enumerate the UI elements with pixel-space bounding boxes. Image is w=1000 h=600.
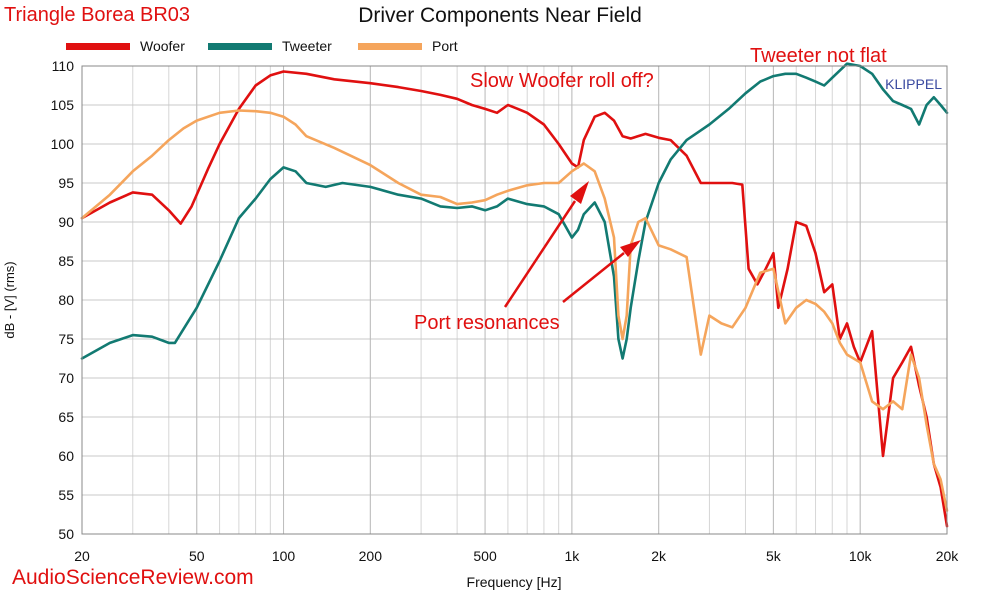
klippel-label: KLIPPEL xyxy=(885,76,942,92)
series-line-woofer xyxy=(80,70,949,528)
arrow-line xyxy=(562,252,625,303)
y-tick-label: 70 xyxy=(58,370,74,386)
x-tick-label: 200 xyxy=(359,548,383,564)
x-tick-label: 50 xyxy=(189,548,205,564)
x-tick-label: 10k xyxy=(849,548,873,564)
x-tick-label: 1k xyxy=(564,548,580,564)
y-tick-label: 65 xyxy=(58,409,74,425)
annotation-arrows xyxy=(503,181,641,308)
x-tick-label: 20 xyxy=(74,548,90,564)
legend-item-port: Port xyxy=(358,38,458,54)
annotation-woofer-rolloff: Slow Woofer roll off? xyxy=(470,70,654,92)
y-tick-label: 55 xyxy=(58,487,74,503)
arrow-head xyxy=(570,181,589,204)
y-tick-label: 80 xyxy=(58,292,74,308)
site-watermark: AudioScienceReview.com xyxy=(12,566,254,589)
y-tick-label: 75 xyxy=(58,331,74,347)
y-tick-label: 50 xyxy=(58,526,74,542)
y-tick-label: 100 xyxy=(51,136,75,152)
legend-swatch xyxy=(208,42,272,50)
x-axis-label: Frequency [Hz] xyxy=(467,574,562,590)
legend-item-tweeter: Tweeter xyxy=(208,38,332,54)
series-line-port xyxy=(80,109,949,512)
arrow-head xyxy=(620,240,641,257)
y-tick-label: 110 xyxy=(52,58,75,74)
x-tick-label: 5k xyxy=(766,548,782,564)
major-gridlines xyxy=(81,65,948,535)
legend-swatch xyxy=(358,42,422,50)
x-tick-label: 500 xyxy=(473,548,497,564)
annotation-tweeter-not-flat: Tweeter not flat xyxy=(750,45,887,67)
legend-label: Port xyxy=(432,38,458,54)
y-tick-label: 95 xyxy=(58,175,74,191)
legend-swatch xyxy=(66,42,130,50)
legend-item-woofer: Woofer xyxy=(66,38,185,54)
y-tick-label: 90 xyxy=(58,214,74,230)
plot-frame xyxy=(81,65,948,535)
y-tick-label: 85 xyxy=(58,253,74,269)
x-tick-label: 2k xyxy=(651,548,667,564)
y-tick-label: 60 xyxy=(58,448,74,464)
series-line-tweeter xyxy=(80,62,949,360)
annotation-port-resonances: Port resonances xyxy=(414,312,560,334)
x-tick-label: 100 xyxy=(272,548,296,564)
y-axis-ticks: 50 55 60 65 70 75 80 85 90 95 100 105 110 xyxy=(51,58,75,542)
y-tick-label: 105 xyxy=(51,97,75,113)
legend-label: Tweeter xyxy=(282,38,332,54)
chart-title: Driver Components Near Field xyxy=(358,4,642,27)
legend-label: Woofer xyxy=(140,38,185,54)
y-axis-label: dB - [V] (rms) xyxy=(2,261,17,338)
arrow-line xyxy=(503,200,577,308)
klippel-watermark: KLIPPEL xyxy=(885,76,942,92)
x-tick-label: 20k xyxy=(936,548,960,564)
brand-title: Triangle Borea BR03 xyxy=(4,4,191,26)
series-lines xyxy=(80,62,949,528)
x-axis-ticks: 20 50 100 200 500 1k 2k 5k 10k 20k xyxy=(74,548,959,564)
